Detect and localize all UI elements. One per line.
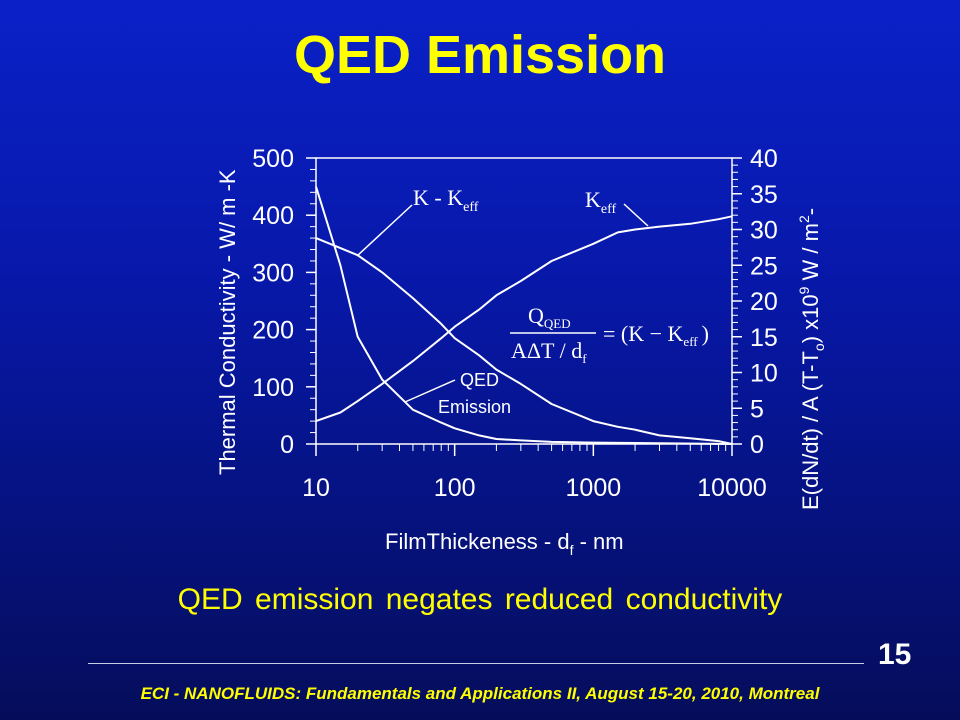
- conference-footer: ECI - NANOFLUIDS: Fundamentals and Appli…: [140, 684, 820, 703]
- series-label-qed-line1: QED: [460, 370, 499, 390]
- right-axis-title-sup-9: 9: [796, 286, 812, 294]
- series-label-qed-line2: Emission: [438, 397, 511, 417]
- right-axis-title-part-4: -: [798, 208, 823, 215]
- x-tick-label: 100: [434, 474, 476, 502]
- series-qed-emission: [315, 186, 733, 445]
- page-number: 15: [878, 638, 912, 671]
- equation-rhs-main: = (K − K: [603, 321, 684, 346]
- series-label-keff-sub: eff: [601, 202, 617, 217]
- left-tick-label: 400: [252, 202, 294, 230]
- left-tick-label: 100: [252, 374, 294, 402]
- right-tick-label: 10: [750, 360, 778, 388]
- plot-area-border: [315, 157, 733, 445]
- series-label-keff-main: K: [585, 187, 601, 212]
- equation-denominator-main: AΔT / d: [511, 338, 582, 363]
- x-tick-label: 10: [302, 474, 330, 502]
- right-tick-label: 0: [750, 431, 764, 459]
- right-axis-title: E(dN/dt) / A (T-To) x109 W / m2-: [796, 208, 827, 510]
- left-tick-label: 0: [280, 431, 294, 459]
- right-tick-label: 15: [750, 324, 778, 352]
- x-tick-label: 1000: [566, 474, 622, 502]
- left-axis-title: Thermal Conductivity - W/ m -K: [215, 169, 240, 475]
- series-label-k-minus-keff: K - Keff: [413, 185, 479, 215]
- footer-divider: [88, 663, 864, 664]
- equation-rhs: = (K − Keff): [603, 321, 709, 349]
- slide-title: QED Emission: [293, 25, 667, 85]
- right-axis-title-part-3: W / m: [798, 223, 823, 287]
- left-tick-label: 200: [252, 317, 294, 345]
- equation-rhs-sub: eff: [683, 334, 698, 349]
- label-leaders: [356, 203, 649, 403]
- equation-denominator: AΔT / df: [511, 338, 587, 366]
- x-axis-title-sub: f: [570, 542, 574, 558]
- right-tick-label: 20: [750, 288, 778, 316]
- x-tick-label: 10000: [697, 474, 767, 502]
- right-tick-label: 35: [750, 181, 778, 209]
- left-tick-label: 300: [252, 259, 294, 287]
- leader-keff: [623, 203, 649, 227]
- equation-numerator: QQED: [528, 303, 571, 331]
- series-label-k-minus-keff-main: K - K: [413, 185, 463, 210]
- qed-equation: QQED AΔT / df = (K − Keff): [510, 303, 709, 366]
- x-axis-title: FilmThickeness - df - nm: [385, 529, 624, 558]
- left-tick-label: 500: [252, 145, 294, 173]
- right-axis-title-part-1: E(dN/dt) / A (T-T: [798, 351, 823, 510]
- right-axis-ticks: 0 5 10 15 20 25 30 35 40: [732, 145, 778, 459]
- equation-numerator-sub: QED: [544, 316, 571, 331]
- series-keff: [315, 215, 733, 423]
- left-axis-ticks: 0 100 200 300 400 500: [252, 145, 316, 459]
- x-axis-title-main: FilmThickeness - d: [385, 529, 570, 554]
- leader-qed: [404, 379, 456, 403]
- x-axis-title-tail: - nm: [573, 529, 623, 554]
- series-layer: [315, 186, 733, 445]
- right-tick-label: 40: [750, 145, 778, 173]
- x-axis-ticks: 10 100 1000 10000: [302, 444, 767, 502]
- series-label-k-minus-keff-sub: eff: [463, 200, 479, 215]
- equation-denominator-sub: f: [582, 351, 587, 366]
- plot-frame: [315, 157, 733, 445]
- series-k-minus-keff: [315, 237, 733, 445]
- equation-rhs-close: ): [702, 321, 709, 346]
- right-axis-title-sup-2: 2: [796, 215, 812, 223]
- right-axis-title-part-2: ) x10: [798, 294, 823, 343]
- right-tick-label: 25: [750, 252, 778, 280]
- leader-k-minus-keff: [356, 204, 413, 257]
- right-tick-label: 5: [750, 395, 764, 423]
- right-tick-label: 30: [750, 217, 778, 245]
- equation-numerator-main: Q: [528, 303, 544, 328]
- series-label-keff: Keff: [585, 187, 617, 217]
- slide-subtitle: QED emission negates reduced conductivit…: [177, 583, 783, 616]
- right-axis-title-sub-o: o: [811, 343, 827, 351]
